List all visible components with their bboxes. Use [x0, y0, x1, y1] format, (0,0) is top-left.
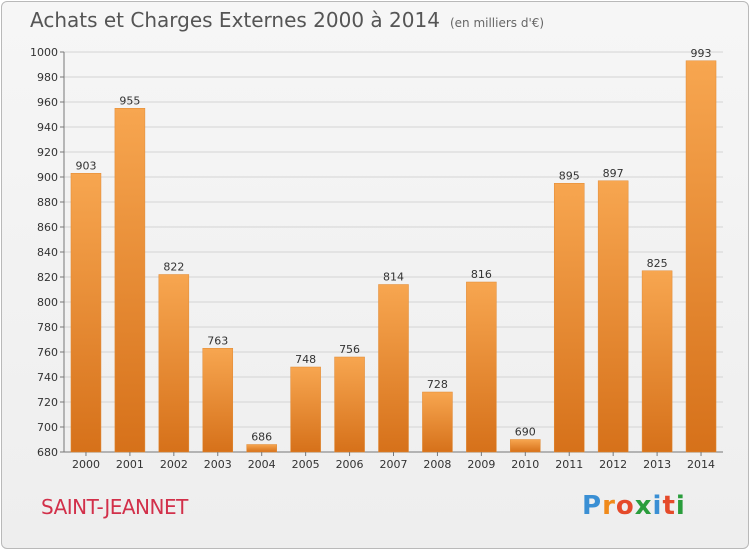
bar-2005	[290, 366, 321, 453]
commune-name: SAINT-JEANNET	[41, 495, 188, 519]
x-tick-label-2006: 2006	[336, 458, 364, 471]
x-tick-label-2013: 2013	[643, 458, 671, 471]
logo-letter: i	[652, 491, 663, 521]
logo-letter: i	[675, 491, 686, 521]
bar-2004	[246, 444, 277, 453]
y-tick-label: 820	[37, 271, 58, 284]
y-tick-label: 700	[37, 421, 58, 434]
value-label-2006: 756	[339, 343, 360, 356]
logo-letter: P	[582, 491, 603, 521]
y-tick-label: 980	[37, 71, 58, 84]
bar-2000	[70, 173, 102, 453]
value-label-2001: 955	[119, 94, 140, 107]
x-tick-label-2014: 2014	[687, 458, 715, 471]
bar-2001	[114, 108, 146, 453]
value-label-2002: 822	[163, 261, 184, 274]
x-tick-label-2001: 2001	[116, 458, 144, 471]
y-tick-label: 740	[37, 371, 58, 384]
logo-letter: o	[615, 491, 635, 521]
y-tick-label: 1000	[30, 46, 58, 59]
y-tick-label: 960	[37, 96, 58, 109]
x-tick-label-2011: 2011	[555, 458, 583, 471]
logo-letter: r	[602, 491, 616, 521]
value-label-2010: 690	[515, 426, 536, 439]
value-label-2009: 816	[471, 268, 492, 281]
chart-title: Achats et Charges Externes 2000 à 2014 (e…	[30, 8, 544, 32]
bar-2011	[553, 183, 585, 453]
x-tick-label-2012: 2012	[599, 458, 627, 471]
logo-letter: x	[634, 491, 653, 521]
x-tick-label-2009: 2009	[467, 458, 495, 471]
bar-2014	[685, 60, 717, 453]
value-label-2005: 748	[295, 353, 316, 366]
value-label-2007: 814	[383, 271, 404, 284]
bar-2012	[597, 180, 629, 453]
value-label-2003: 763	[207, 334, 228, 347]
value-label-2014: 993	[691, 47, 712, 60]
chart-title-text: Achats et Charges Externes 2000 à 2014	[30, 8, 440, 32]
bar-2003	[202, 348, 234, 453]
y-tick-label: 940	[37, 121, 58, 134]
y-tick-label: 880	[37, 196, 58, 209]
y-tick-label: 900	[37, 171, 58, 184]
x-tick-label-2005: 2005	[292, 458, 320, 471]
value-label-2011: 895	[559, 169, 580, 182]
y-tick-label: 920	[37, 146, 58, 159]
x-tick-label-2004: 2004	[248, 458, 276, 471]
y-tick-label: 860	[37, 221, 58, 234]
value-label-2012: 897	[603, 167, 624, 180]
bar-2007	[378, 284, 409, 453]
y-tick-label: 800	[37, 296, 58, 309]
x-tick-label-2008: 2008	[423, 458, 451, 471]
proxiti-logo: Proxiti	[582, 491, 686, 521]
bar-2006	[334, 356, 365, 453]
value-label-2000: 903	[75, 159, 96, 172]
bar-2002	[158, 274, 190, 453]
x-tick-label-2010: 2010	[511, 458, 539, 471]
x-tick-label-2007: 2007	[380, 458, 408, 471]
y-tick-label: 760	[37, 346, 58, 359]
bar-2010	[510, 439, 541, 453]
x-tick-label-2003: 2003	[204, 458, 232, 471]
value-label-2013: 825	[647, 257, 668, 270]
value-label-2008: 728	[427, 378, 448, 391]
value-label-2004: 686	[251, 431, 272, 444]
bar-2008	[422, 391, 453, 453]
x-tick-label-2002: 2002	[160, 458, 188, 471]
x-tick-label-2000: 2000	[72, 458, 100, 471]
y-tick-label: 780	[37, 321, 58, 334]
y-tick-label: 720	[37, 396, 58, 409]
chart-subtitle: (en milliers d'€)	[449, 16, 545, 30]
y-tick-label: 680	[37, 446, 58, 459]
y-tick-label: 840	[37, 246, 58, 259]
bar-2009	[466, 281, 497, 453]
logo-letter: t	[662, 491, 676, 521]
bar-2013	[641, 270, 673, 453]
